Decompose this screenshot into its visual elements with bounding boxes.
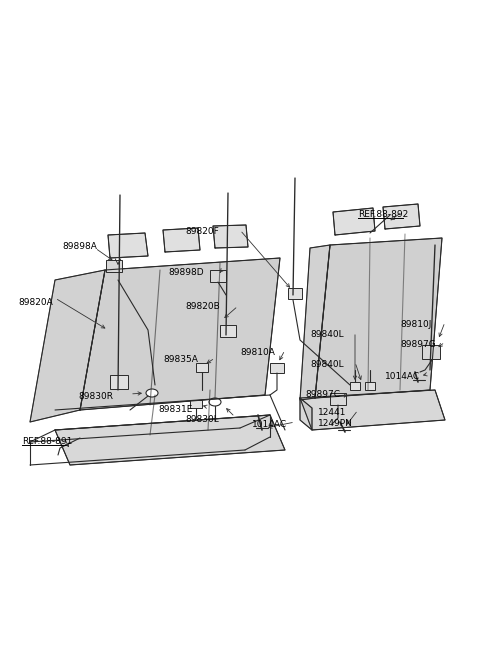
Text: 89840L: 89840L [310, 330, 344, 339]
Text: 1249PN: 1249PN [318, 419, 353, 428]
Text: 1014AC: 1014AC [252, 420, 287, 429]
FancyBboxPatch shape [220, 325, 236, 337]
Polygon shape [315, 238, 442, 398]
Text: 12441: 12441 [318, 408, 347, 417]
Text: 89898D: 89898D [168, 268, 204, 277]
Text: 89897G: 89897G [400, 340, 436, 349]
Text: REF.88-891: REF.88-891 [22, 437, 72, 446]
Text: 89820A: 89820A [18, 298, 53, 307]
FancyBboxPatch shape [350, 382, 360, 390]
Polygon shape [163, 228, 200, 252]
Polygon shape [213, 225, 248, 248]
Polygon shape [30, 270, 105, 422]
Text: 89820F: 89820F [185, 227, 219, 236]
FancyBboxPatch shape [210, 270, 226, 282]
FancyBboxPatch shape [196, 363, 208, 372]
Text: 89897C: 89897C [305, 390, 340, 399]
Polygon shape [108, 233, 148, 258]
FancyBboxPatch shape [422, 345, 440, 359]
Text: 1014AC: 1014AC [385, 372, 420, 381]
Text: 89830R: 89830R [78, 392, 113, 401]
Polygon shape [300, 398, 312, 430]
Ellipse shape [209, 398, 221, 406]
FancyBboxPatch shape [330, 393, 346, 405]
Text: 89831E: 89831E [158, 405, 192, 414]
Polygon shape [55, 415, 285, 465]
Polygon shape [383, 204, 420, 229]
Polygon shape [333, 208, 375, 235]
Text: 89840L: 89840L [310, 360, 344, 369]
Polygon shape [300, 245, 330, 400]
FancyBboxPatch shape [190, 400, 202, 408]
Text: 89810J: 89810J [400, 320, 432, 329]
FancyBboxPatch shape [288, 288, 302, 299]
FancyBboxPatch shape [110, 375, 128, 389]
Polygon shape [300, 390, 445, 430]
FancyBboxPatch shape [270, 363, 284, 373]
Ellipse shape [146, 389, 158, 397]
FancyBboxPatch shape [365, 382, 375, 390]
Polygon shape [80, 258, 280, 410]
Text: 89898A: 89898A [62, 242, 97, 251]
Text: 89835A: 89835A [163, 355, 198, 364]
Text: 89810A: 89810A [240, 348, 275, 357]
Text: REF.88-892: REF.88-892 [358, 210, 408, 219]
Text: 89830L: 89830L [185, 415, 219, 424]
Text: 89820B: 89820B [185, 302, 220, 311]
FancyBboxPatch shape [106, 260, 122, 272]
